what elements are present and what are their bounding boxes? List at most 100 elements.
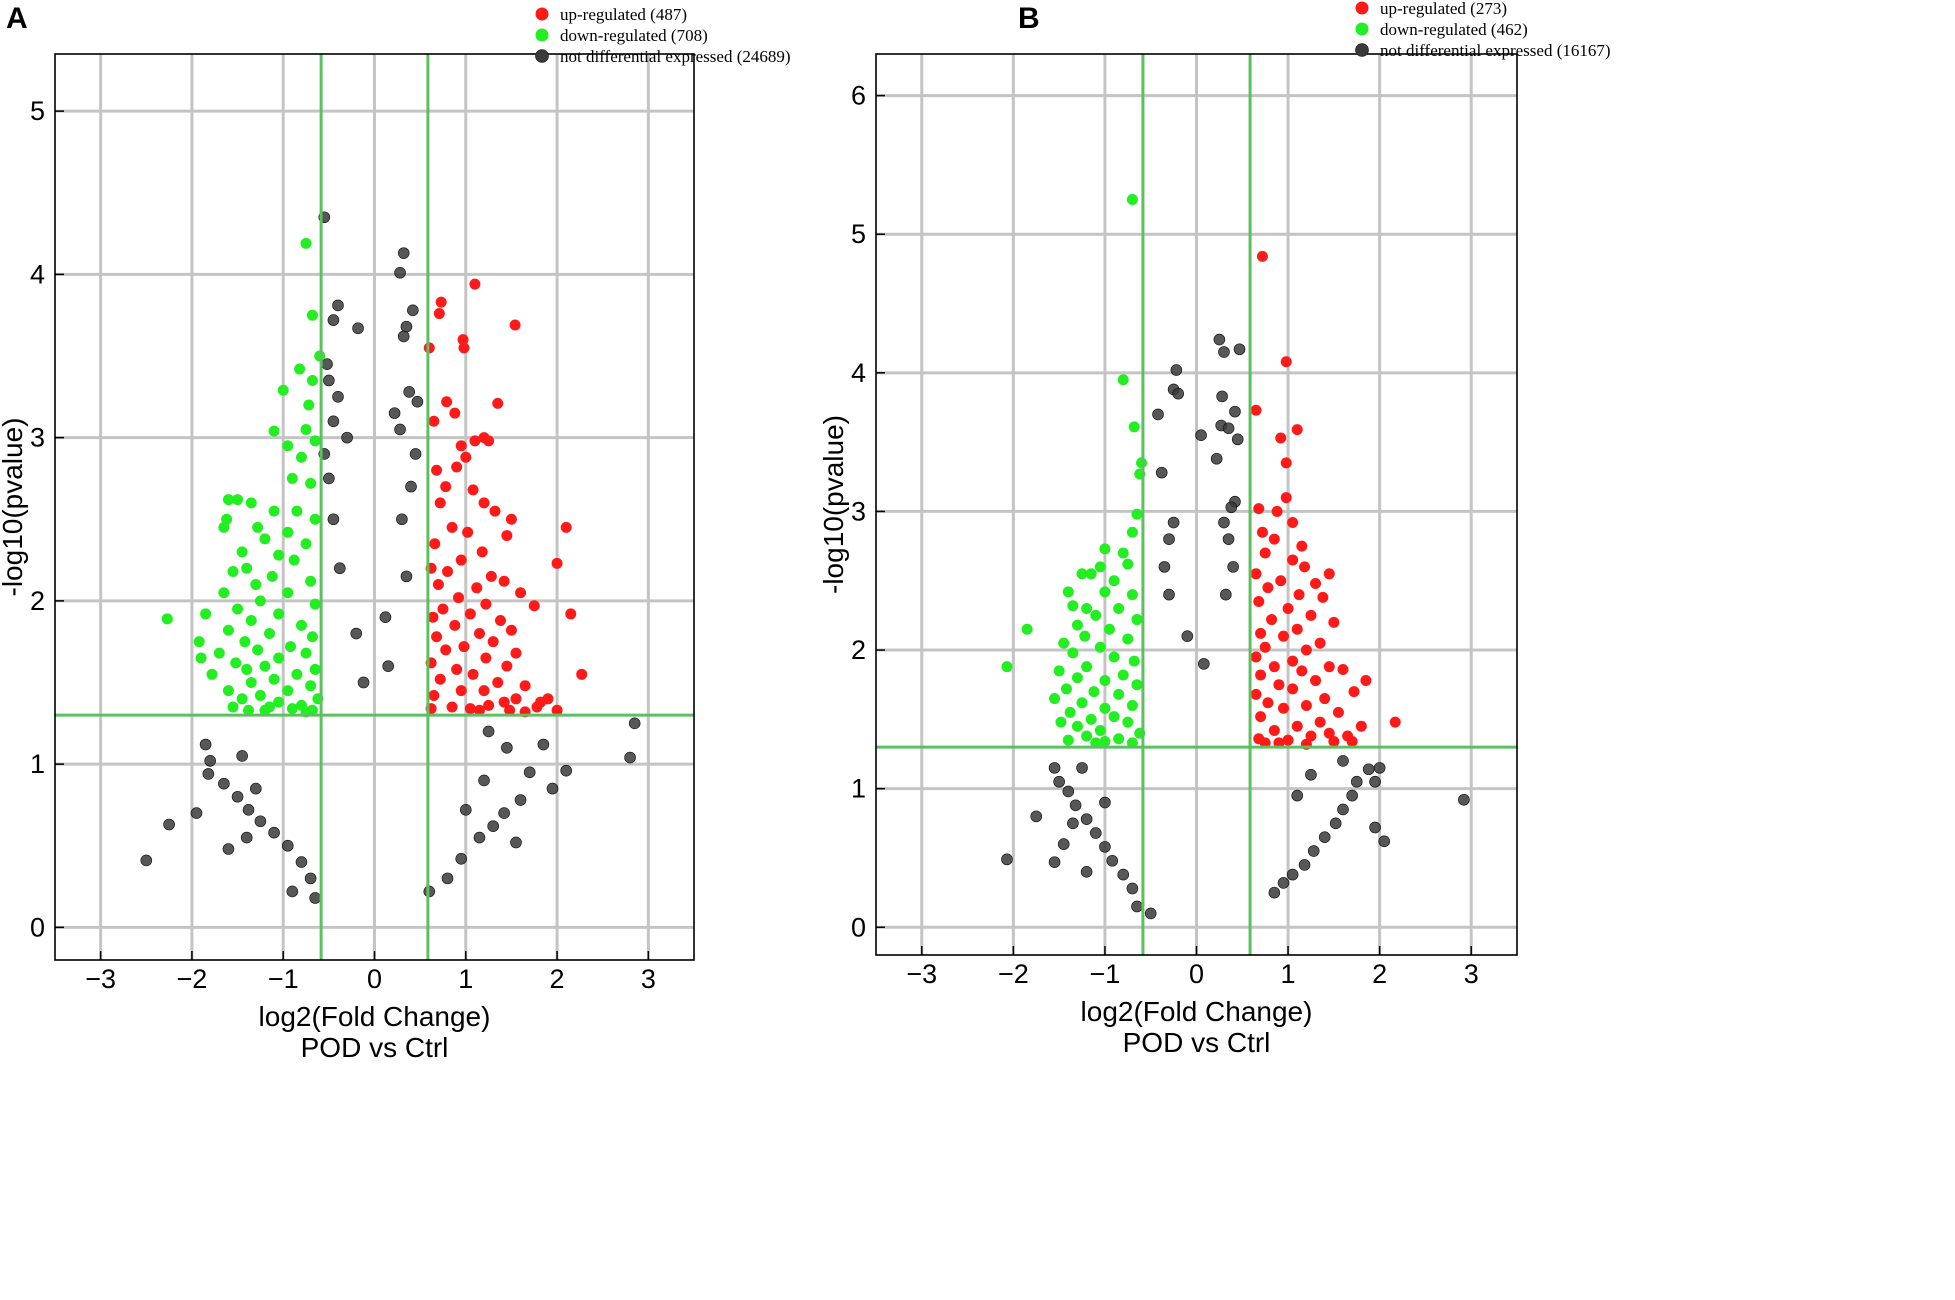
data-point	[254, 595, 266, 607]
data-point	[1126, 194, 1138, 206]
data-point	[1064, 706, 1076, 718]
data-point	[323, 374, 335, 387]
data-point	[482, 725, 495, 738]
data-point	[321, 358, 333, 370]
data-point	[551, 557, 563, 569]
data-point	[440, 644, 452, 656]
data-point	[227, 565, 239, 577]
x-tick-label: −1	[1090, 959, 1121, 989]
x-tick-label: −2	[998, 959, 1029, 989]
data-point	[1287, 554, 1299, 566]
data-point	[483, 435, 495, 447]
data-point	[1049, 693, 1061, 705]
data-point	[435, 296, 447, 308]
data-point	[462, 526, 474, 538]
data-point	[510, 647, 522, 659]
data-point	[531, 701, 543, 713]
data-point	[437, 603, 449, 615]
data-point	[199, 738, 212, 751]
data-point	[357, 676, 370, 689]
data-point	[1055, 716, 1067, 728]
data-point	[1262, 697, 1274, 709]
data-point	[295, 856, 308, 868]
legend-label-ns: not differential expressed (16167)	[1380, 41, 1611, 60]
x-tick-label: 1	[458, 964, 473, 994]
data-point	[1268, 724, 1280, 736]
data-point	[498, 575, 510, 587]
data-point	[485, 570, 497, 582]
legend-label-down: down-regulated (462)	[1380, 20, 1528, 39]
data-point	[1298, 859, 1311, 871]
data-point	[241, 663, 253, 675]
data-point	[628, 717, 641, 730]
data-point	[306, 374, 318, 386]
data-point	[352, 322, 364, 335]
data-point	[467, 668, 479, 680]
data-point	[1350, 775, 1363, 788]
data-point	[1307, 845, 1320, 857]
data-point	[1099, 543, 1111, 555]
data-point	[476, 546, 488, 558]
data-point	[624, 751, 636, 764]
data-point	[403, 386, 415, 398]
data-point	[1266, 614, 1278, 626]
data-point	[1280, 492, 1292, 504]
data-point	[350, 627, 363, 640]
data-point	[1113, 688, 1125, 700]
data-point	[473, 831, 486, 844]
y-tick-label: 1	[30, 749, 45, 779]
legend: up-regulated (487) down-regulated (708) no…	[535, 5, 791, 66]
data-point	[1255, 627, 1267, 639]
data-point	[560, 764, 573, 777]
data-point	[519, 680, 531, 692]
data-point	[1337, 663, 1349, 675]
series-not-differential-expressed	[1001, 333, 1470, 920]
legend-marker-down	[535, 28, 549, 42]
x-tick-label: 0	[367, 964, 382, 994]
data-point	[565, 608, 577, 620]
data-point	[542, 693, 554, 705]
data-point	[295, 619, 307, 631]
data-point	[1080, 813, 1093, 825]
data-point	[206, 668, 218, 680]
data-point	[1273, 679, 1285, 691]
x-tick-label: 1	[1281, 959, 1296, 989]
data-point	[1106, 854, 1119, 867]
data-point	[285, 641, 297, 653]
data-point	[1131, 614, 1143, 626]
data-point	[1268, 533, 1280, 545]
data-point	[1250, 651, 1262, 663]
data-point	[1117, 547, 1129, 559]
data-point	[1067, 600, 1079, 612]
data-point	[400, 570, 413, 583]
data-point	[467, 484, 479, 496]
y-tick-label: 2	[30, 586, 45, 616]
data-point	[1373, 762, 1386, 774]
data-point	[1216, 390, 1228, 403]
data-point	[1296, 665, 1308, 677]
data-point	[494, 614, 506, 626]
data-point	[341, 431, 353, 444]
data-point	[1122, 558, 1134, 570]
data-point	[300, 423, 312, 435]
data-point	[498, 807, 510, 819]
data-point	[332, 391, 344, 403]
data-point	[1113, 733, 1125, 745]
legend-label-up: up-regulated (273)	[1380, 0, 1507, 18]
data-point	[232, 494, 244, 506]
data-point	[1222, 533, 1235, 545]
data-point	[282, 685, 294, 697]
data-point	[273, 652, 285, 664]
data-point	[505, 513, 517, 525]
data-point	[273, 696, 285, 708]
legend-label-ns: not differential expressed (24689)	[560, 47, 791, 66]
y-tick-label: 4	[851, 358, 866, 388]
data-point	[241, 562, 253, 574]
data-point	[1310, 578, 1322, 590]
data-point	[1080, 866, 1093, 878]
data-point	[1090, 609, 1102, 621]
data-point	[1255, 711, 1267, 723]
data-point	[510, 693, 522, 705]
y-tick-label: 0	[30, 912, 45, 942]
data-point	[457, 334, 469, 346]
